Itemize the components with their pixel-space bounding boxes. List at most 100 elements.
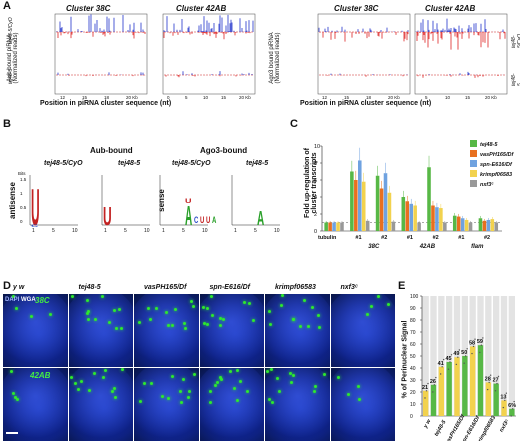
panel-b-pos-tick: 1 xyxy=(162,228,165,234)
panel-label-c: C xyxy=(290,118,298,130)
panel-d-green-focus xyxy=(102,375,106,379)
panel-c-xcat: #1 xyxy=(458,235,464,241)
panel-d-green-focus xyxy=(187,396,191,400)
panel-b-pos-tick: 10 xyxy=(274,228,280,234)
panel-b-bits-tick: 0.5 xyxy=(20,205,27,210)
panel-e-ytick-label: 30 xyxy=(410,378,416,384)
panel-c-bar xyxy=(468,222,473,231)
panel-e-point xyxy=(458,349,461,351)
panel-c-bar xyxy=(336,222,340,231)
panel-b-pos-tick: 5 xyxy=(124,228,127,234)
panel-d-tissue xyxy=(134,368,199,441)
panel-e-point xyxy=(472,345,475,348)
panel-a-right-ylabel: Ago3 bound piRNA (Normalized reads) xyxy=(269,32,281,84)
panel-d-micrograph xyxy=(330,368,395,441)
panel-e-point xyxy=(489,374,492,376)
panel-e-stripe xyxy=(453,296,461,416)
panel-b-pos-tick: 5 xyxy=(182,228,185,234)
panel-d-green-focus xyxy=(265,370,269,374)
panel-c-bar xyxy=(486,219,491,231)
panel-d-green-focus xyxy=(215,380,219,384)
panel-d-green-focus xyxy=(142,381,146,385)
panel-e-stripe xyxy=(446,296,453,416)
panel-b-logo-small-letter: U xyxy=(206,215,211,226)
panel-d-green-focus xyxy=(236,368,240,372)
panel-a-tick42r: 20 Kb xyxy=(485,95,497,100)
panel-d-col-header: vasPH165/Df xyxy=(144,284,187,291)
panel-e-point xyxy=(435,376,437,379)
panel-c-bar xyxy=(490,219,495,231)
panel-d-green-focus xyxy=(12,294,16,298)
panel-d-tissue xyxy=(199,294,264,367)
panel-e-point xyxy=(471,352,473,355)
panel-c-bar xyxy=(361,181,366,231)
panel-e-point xyxy=(474,338,476,340)
panel-b-bits-tick: 1.5 xyxy=(20,177,27,182)
panel-e-ytick-label: 40 xyxy=(410,366,416,372)
panel-b-pos-tick: 10 xyxy=(202,228,208,234)
panel-d-green-focus xyxy=(268,310,272,314)
panel-a-tracks: 12 15 18 20 Kb 0 5 10 15 20 Kb 12 15 18 20 Kb 5 10 15 20… xyxy=(54,13,508,100)
panel-e-point xyxy=(425,390,428,392)
panel-d-green-focus xyxy=(210,314,214,318)
panel-b-logo-u-small: U xyxy=(185,198,192,205)
panel-d-green-focus xyxy=(80,380,84,384)
panel-e-point xyxy=(502,406,505,409)
panel-a-cluster38-title: Cluster 38C xyxy=(66,4,111,13)
panel-d-green-focus xyxy=(165,311,169,315)
panel-d-stain-label: DAPI WGA xyxy=(5,297,36,303)
panel-d-green-focus xyxy=(346,393,350,397)
panel-d-green-focus xyxy=(312,389,316,393)
panel-c-legend-swatch xyxy=(470,170,477,177)
panel-d-tissue xyxy=(330,294,395,367)
panel-d-green-focus xyxy=(192,372,196,376)
panel-e-point xyxy=(513,400,515,403)
panel-e-bar-label: 58 xyxy=(469,340,475,346)
panel-c-legend-swatch xyxy=(470,150,477,157)
panel-d-green-focus xyxy=(306,325,310,329)
panel-d-green-focus xyxy=(170,374,174,378)
panel-d-green-focus xyxy=(11,392,15,396)
panel-d-green-focus xyxy=(366,313,370,317)
panel-d-green-focus xyxy=(239,380,243,384)
panel-d-green-focus xyxy=(357,385,361,389)
panel-d-green-focus xyxy=(112,308,116,312)
panel-e-point xyxy=(482,337,484,339)
panel-d-micrograph xyxy=(199,368,264,441)
panel-e-bar-label: 13 xyxy=(500,394,506,400)
panel-b-g2-ago: tej48-5 xyxy=(246,160,269,167)
panel-e-bar-label: 6% xyxy=(508,403,516,409)
panel-b-g1-ago: tej48-5/CyO xyxy=(172,160,211,167)
panel-d-green-focus xyxy=(13,396,17,400)
panel-d-green-focus xyxy=(108,321,112,325)
panel-e-ytick-label: 10 xyxy=(410,402,416,408)
panel-d-green-focus xyxy=(206,306,210,310)
panel-d-green-focus xyxy=(292,317,296,321)
panel-e-bar-label: 26 xyxy=(430,379,436,385)
panel-c-ytick-label: 4 xyxy=(314,195,317,201)
panel-d-green-focus xyxy=(94,318,98,322)
panel-e-point xyxy=(511,408,514,410)
panel-a-tick42: 15 xyxy=(221,95,227,100)
panel-e-point xyxy=(504,399,506,402)
panel-d-micrograph xyxy=(199,294,264,367)
panel-a-xlabel: Position in piRNA cluster sequence (nt) xyxy=(40,100,172,107)
panel-d-green-focus xyxy=(15,307,19,311)
panel-e-xcat: nxf3ᶜ xyxy=(499,418,511,433)
panel-b-logo-small-letter: C xyxy=(194,215,199,226)
panel-e-point xyxy=(457,356,459,358)
panel-d-green-focus xyxy=(252,319,256,323)
panel-e-bar xyxy=(485,382,491,416)
panel-d-green-focus xyxy=(247,301,251,305)
panel-e-bar xyxy=(470,346,476,416)
panel-e-point xyxy=(450,354,453,356)
panel-a-tick42: 0 xyxy=(167,95,170,100)
panel-e-point xyxy=(480,344,483,346)
panel-d-green-focus xyxy=(289,372,293,376)
panel-e-stripe xyxy=(422,296,429,416)
panel-e-point xyxy=(497,375,500,378)
panel-d-green-focus xyxy=(114,396,118,400)
panel-a-cluster42-title: Cluster 42AB xyxy=(176,4,227,13)
panel-c-legend-swatch xyxy=(470,140,477,147)
